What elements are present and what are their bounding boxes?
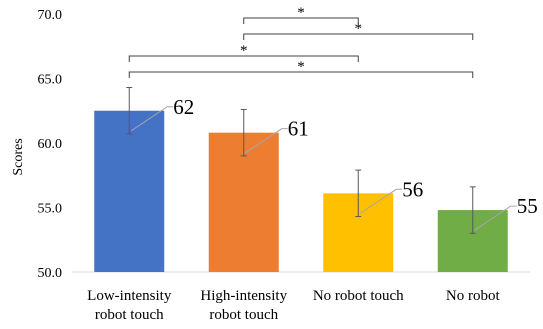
data-label: 55 xyxy=(517,194,538,218)
significance-bracket xyxy=(243,33,474,40)
data-label-leader xyxy=(130,106,174,132)
x-tick-label: robot touch xyxy=(209,307,278,323)
x-axis-category-labels: Low-intensity robot touch High-intensity ro… xyxy=(87,288,500,323)
error-bars xyxy=(126,87,476,234)
significance-star: * xyxy=(355,21,363,37)
data-label: 62 xyxy=(173,95,194,119)
x-tick-label: Low-intensity xyxy=(87,288,172,304)
significance-bracket xyxy=(243,17,359,24)
data-label: 61 xyxy=(288,117,309,141)
significance-brackets: * * * * xyxy=(128,5,474,78)
data-label-callouts: 62 61 56 55 xyxy=(130,95,538,231)
x-tick-label: robot touch xyxy=(95,307,164,323)
y-tick-label: 70.0 xyxy=(38,8,63,23)
y-axis-ticks: 50.0 55.0 60.0 65.0 70.0 xyxy=(38,8,63,281)
data-label-leader xyxy=(474,205,517,231)
bar xyxy=(94,110,165,272)
significance-star: * xyxy=(297,59,305,75)
data-label: 56 xyxy=(402,177,423,201)
significance-star: * xyxy=(240,43,248,59)
y-tick-label: 60.0 xyxy=(38,137,63,152)
significance-bracket xyxy=(128,55,359,62)
y-tick-label: 50.0 xyxy=(38,266,63,281)
y-tick-label: 55.0 xyxy=(38,202,63,217)
y-axis-label: Scores xyxy=(11,138,26,175)
data-label-leader xyxy=(245,128,288,154)
significance-bracket xyxy=(128,71,474,78)
x-tick-label: High-intensity xyxy=(200,288,287,304)
x-tick-label: No robot touch xyxy=(313,288,404,304)
significance-star: * xyxy=(297,5,305,21)
x-tick-label: No robot xyxy=(446,288,501,304)
data-label-leader xyxy=(359,188,403,214)
y-tick-label: 65.0 xyxy=(38,73,63,88)
